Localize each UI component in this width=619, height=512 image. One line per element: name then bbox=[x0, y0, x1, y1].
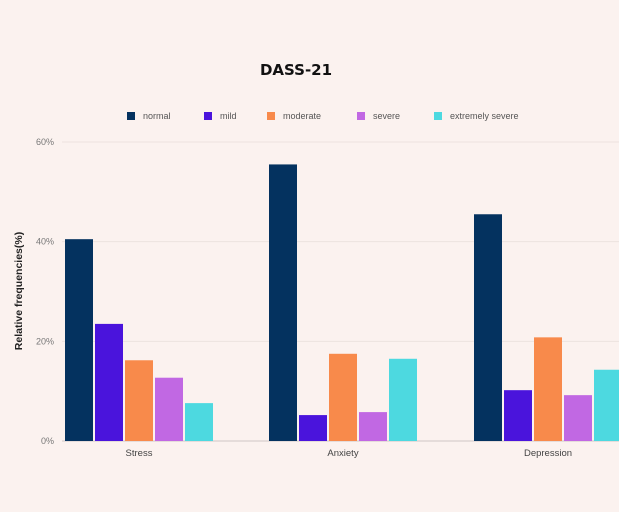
x-axis-categories: Stress Anxiety Depression bbox=[126, 448, 573, 459]
y-tick-label: 60% bbox=[36, 137, 54, 147]
bar-normal-stress bbox=[65, 239, 93, 441]
legend-label: severe bbox=[373, 111, 400, 121]
legend-label: mild bbox=[220, 111, 237, 121]
bar-extremely-severe-stress bbox=[185, 403, 213, 441]
bars bbox=[65, 164, 619, 442]
bar-moderate-stress bbox=[125, 360, 153, 441]
bar-severe-anxiety bbox=[359, 412, 387, 441]
legend-swatch bbox=[204, 112, 212, 120]
bar-normal-depression bbox=[474, 214, 502, 441]
y-axis-label: Relative frequencies(%) bbox=[13, 232, 25, 350]
bar-mild-depression bbox=[504, 390, 532, 441]
legend-label: moderate bbox=[283, 111, 321, 121]
bar-extremely-severe-depression bbox=[594, 369, 619, 441]
bar-normal-anxiety bbox=[269, 164, 297, 442]
legend-swatch bbox=[434, 112, 442, 120]
legend-label: normal bbox=[143, 111, 171, 121]
bar-severe-stress bbox=[155, 377, 183, 441]
legend-swatch bbox=[357, 112, 365, 120]
bar-mild-anxiety bbox=[299, 415, 327, 441]
legend-swatch bbox=[267, 112, 275, 120]
bar-mild-stress bbox=[95, 323, 123, 441]
legend: normal mild moderate severe extremely severe bbox=[127, 111, 519, 121]
y-tick-label: 0% bbox=[41, 436, 54, 446]
legend-label: extremely severe bbox=[450, 111, 519, 121]
legend-swatch bbox=[127, 112, 135, 120]
bar-moderate-anxiety bbox=[329, 353, 357, 441]
x-category-label: Anxiety bbox=[327, 448, 358, 459]
x-category-label: Depression bbox=[524, 448, 572, 459]
bar-severe-depression bbox=[564, 395, 592, 441]
x-category-label: Stress bbox=[126, 448, 153, 459]
y-tick-label: 40% bbox=[36, 237, 54, 247]
bar-moderate-depression bbox=[534, 337, 562, 441]
y-axis-ticks: 0% 20% 40% 60% bbox=[36, 137, 54, 446]
y-tick-label: 20% bbox=[36, 336, 54, 346]
chart-title: DASS-21 bbox=[260, 61, 332, 79]
bar-extremely-severe-anxiety bbox=[389, 358, 417, 441]
